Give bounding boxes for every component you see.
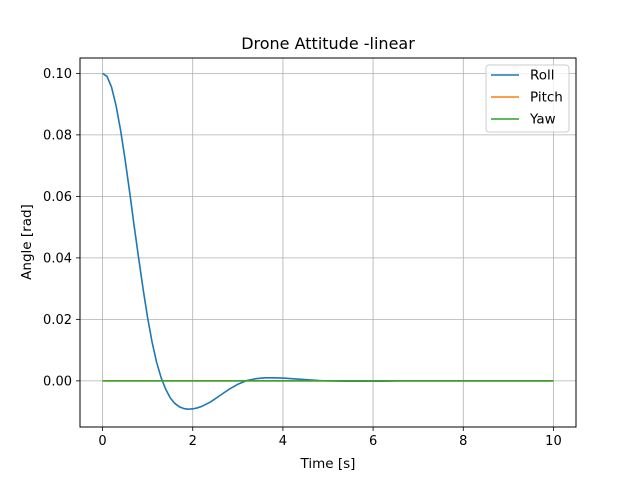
legend-label-pitch: Pitch (530, 90, 563, 106)
y-axis-label: Angle [rad] (19, 204, 35, 280)
plot-frame (79, 57, 577, 428)
y-tick-label: 0.10 (43, 67, 72, 82)
x-tick-label: 8 (459, 434, 467, 449)
legend-box (485, 64, 570, 133)
x-tick-label: 10 (545, 434, 562, 449)
legend: Roll Pitch Yaw (485, 64, 570, 133)
x-tick-label: 0 (98, 434, 106, 449)
plot-series (102, 72, 554, 410)
grid (80, 58, 576, 427)
y-tick-label: 0.08 (43, 128, 72, 143)
legend-label-yaw: Yaw (529, 112, 556, 128)
x-tick-label: 2 (189, 434, 197, 449)
y-tick-label: 0.02 (43, 313, 72, 328)
x-tick-label: 6 (369, 434, 377, 449)
x-tick-label: 4 (279, 434, 287, 449)
legend-label-roll: Roll (530, 68, 555, 84)
y-tick-label: 0.00 (43, 374, 72, 389)
x-axis-label: Time [s] (300, 456, 356, 472)
axis-ticks: 0 2 4 6 8 10 0.00 0.02 0.04 0.06 0.08 0.10 (43, 67, 562, 449)
y-tick-label: 0.04 (43, 251, 72, 266)
chart-title: Drone Attitude -linear (241, 34, 415, 53)
y-tick-label: 0.06 (43, 190, 72, 205)
